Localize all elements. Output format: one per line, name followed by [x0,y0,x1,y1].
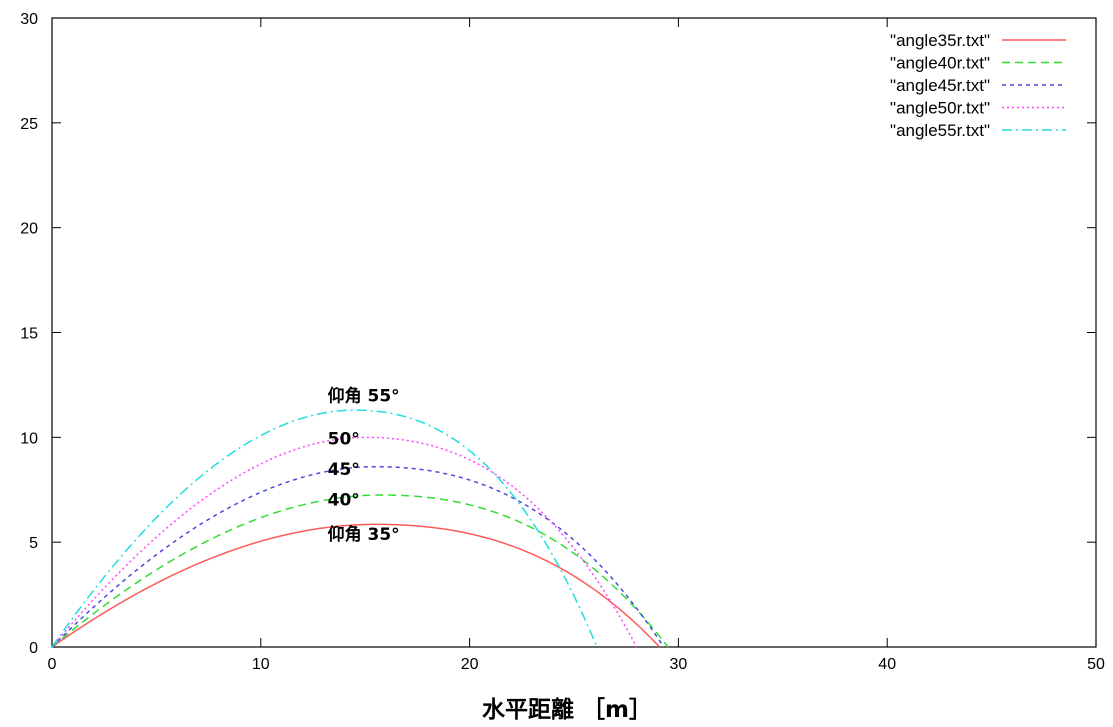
series-line-35 [51,523,661,648]
series-line-55 [51,409,598,648]
series-line-40 [51,494,669,648]
x-tick-label: 20 [461,656,479,673]
series-line-45 [51,465,665,648]
x-tick-label: 30 [670,656,688,673]
x-tick-label: 10 [252,656,270,673]
y-tick-label: 15 [20,326,38,343]
y-tick-label: 20 [20,221,38,238]
legend-label: "angle50r.txt" [890,99,990,118]
legend-label: "angle55r.txt" [890,121,990,140]
angle-annotation: 45° [328,460,360,480]
angle-annotation: 仰角 55° [328,386,400,407]
legend-label: "angle45r.txt" [890,76,990,95]
legend: "angle35r.txt" "angle40r.txt" "angle45r.tx… [890,31,1066,140]
y-tick-label: 25 [20,116,38,133]
y-tick-label: 30 [20,11,38,28]
series-layer [51,409,669,648]
x-tick-label: 40 [878,656,896,673]
axis-ticks: 0 10 20 30 40 50 0 5 10 15 20 25 30 [20,11,1105,673]
angle-annotation: 仰角 35° [328,524,400,545]
series-line-50 [51,436,638,648]
y-tick-label: 5 [29,535,38,552]
x-axis-label: 水平距離 ［m］ [482,696,652,723]
legend-label: "angle35r.txt" [890,31,990,50]
angle-annotation: 40° [328,490,360,510]
angle-annotation: 50° [328,430,360,450]
x-tick-label: 50 [1087,656,1105,673]
x-tick-label: 0 [48,656,57,673]
annotation-layer: 仰角 55° 50° 45° 40° 仰角 35° [328,386,400,545]
y-tick-label: 0 [29,640,38,657]
y-tick-label: 10 [20,430,38,447]
legend-label: "angle40r.txt" [890,54,990,73]
